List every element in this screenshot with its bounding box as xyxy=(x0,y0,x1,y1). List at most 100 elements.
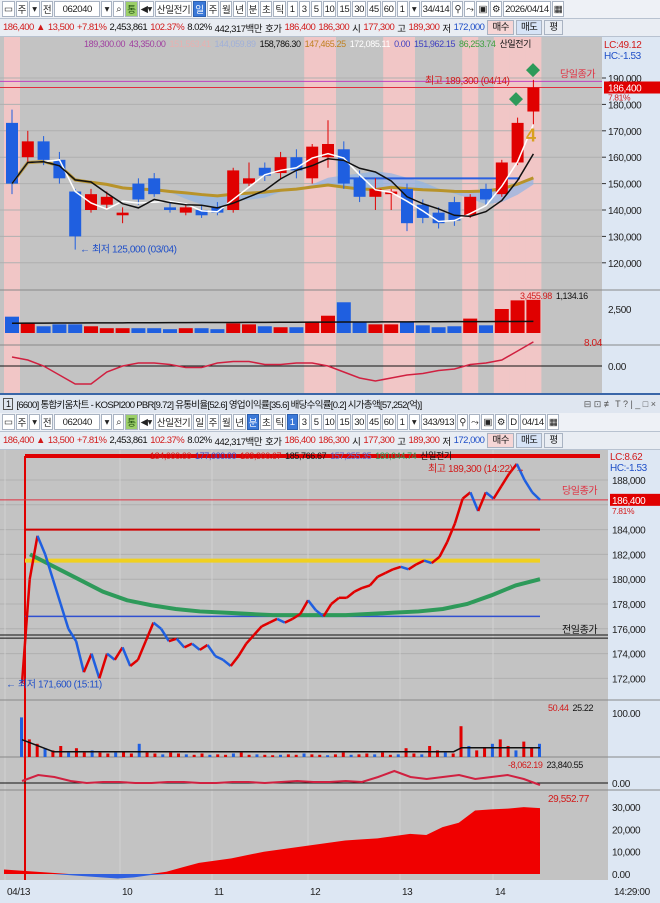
toolbar-item-1[interactable]: 전 xyxy=(40,1,54,17)
toolbar-item-13[interactable]: 3 xyxy=(298,414,310,430)
code-dropdown-icon[interactable]: ▾ xyxy=(101,414,113,430)
quote-buy[interactable]: 매수 xyxy=(487,20,514,35)
toolbar-item-8[interactable]: 년 xyxy=(233,1,246,17)
toolbar-item-18[interactable]: 45 xyxy=(367,1,381,17)
candle[interactable] xyxy=(179,204,192,216)
indicator-icon[interactable]: ⚲ xyxy=(457,414,469,430)
candle[interactable] xyxy=(227,167,240,213)
daily-chart[interactable]: 190,000 180,000 170,000 160,000 150,000 140,0… xyxy=(0,37,660,393)
candle[interactable] xyxy=(211,202,224,216)
quote-avg[interactable]: 평 xyxy=(544,433,563,448)
toolbar-item-11[interactable]: 틱 xyxy=(273,414,286,430)
toolbar-item-6[interactable]: 주 xyxy=(206,414,219,430)
code-dropdown-icon[interactable]: ▾ xyxy=(101,1,113,17)
window-icon[interactable]: ▭ xyxy=(2,414,15,430)
dropdown-icon[interactable]: ▾ xyxy=(408,1,420,17)
dropdown-icon[interactable]: ▾ xyxy=(28,1,40,17)
minute-chart[interactable]: 188,000 184,000 182,000 180,000 178,000 176,0… xyxy=(0,450,660,903)
candle[interactable] xyxy=(148,173,161,197)
toolbar-item-13[interactable]: 3 xyxy=(298,1,310,17)
toolbar-item-10[interactable]: 초 xyxy=(259,1,273,17)
calendar-icon[interactable]: ▦ xyxy=(546,414,560,430)
toolbar-item-10[interactable]: 초 xyxy=(259,414,273,430)
gear-icon[interactable]: ⚙ xyxy=(490,1,503,17)
compare-icon[interactable]: ⤳ xyxy=(464,1,476,17)
toolbar-item-6[interactable]: 주 xyxy=(206,1,219,17)
toolbar-item-0[interactable]: 주 xyxy=(15,1,28,17)
toolbar-item-3[interactable]: 통 xyxy=(125,1,138,17)
candle[interactable] xyxy=(6,109,18,195)
toolbar-item-5[interactable]: 일 xyxy=(193,414,206,430)
toolbar-item-22[interactable]: D xyxy=(508,414,520,430)
toolbar-item-19[interactable]: 60 xyxy=(381,414,396,430)
search-icon[interactable]: ⌕ xyxy=(113,414,125,430)
toolbar-item-17[interactable]: 30 xyxy=(352,1,367,17)
candle[interactable] xyxy=(37,136,50,166)
toolbar-item-14[interactable]: 5 xyxy=(310,1,322,17)
quote-avg[interactable]: 평 xyxy=(544,20,563,35)
candle[interactable] xyxy=(258,162,271,181)
toolbar-item-9[interactable]: 분 xyxy=(246,414,259,430)
toolbar-item-16[interactable]: 15 xyxy=(337,1,352,17)
dropdown-icon[interactable]: ▾ xyxy=(408,414,420,430)
calendar-icon[interactable]: ▦ xyxy=(551,1,565,17)
candle[interactable] xyxy=(100,191,113,210)
toolbar-item-18[interactable]: 45 xyxy=(367,414,381,430)
toolbar-item-19[interactable]: 60 xyxy=(381,1,396,17)
candle[interactable] xyxy=(274,151,287,179)
toolbar-item-15[interactable]: 10 xyxy=(322,414,337,430)
candle[interactable] xyxy=(132,178,145,205)
gear-icon[interactable]: ⚙ xyxy=(494,414,508,430)
toolbar-item-5[interactable]: 일 xyxy=(193,1,206,17)
toolbar-item-2[interactable]: 062040 xyxy=(54,414,101,430)
toolbar-item-0[interactable]: 주 xyxy=(15,414,28,430)
toolbar-item-3[interactable]: 통 xyxy=(125,414,138,430)
candle[interactable] xyxy=(21,130,34,163)
toolbar-item-17[interactable]: 30 xyxy=(352,414,367,430)
quote-sell[interactable]: 매도 xyxy=(515,433,543,448)
candle[interactable] xyxy=(369,178,382,210)
toolbar-item-12[interactable]: 1 xyxy=(286,414,298,430)
save-icon[interactable]: ▣ xyxy=(476,1,490,17)
search-icon[interactable]: ⌕ xyxy=(113,1,125,17)
candle[interactable] xyxy=(116,207,129,224)
toolbar-item-4[interactable]: 산일전기 xyxy=(154,1,193,17)
dropdown-icon[interactable]: ▾ xyxy=(28,414,40,430)
toolbar-item-14[interactable]: 5 xyxy=(310,414,322,430)
toolbar-item-9[interactable]: 분 xyxy=(246,1,259,17)
candle[interactable] xyxy=(527,79,540,126)
toolbar-item-16[interactable]: 15 xyxy=(337,414,352,430)
candle[interactable] xyxy=(69,188,82,250)
toolbar-item-21[interactable]: 343/913 xyxy=(420,414,457,430)
indicator-icon[interactable]: ⚲ xyxy=(452,1,464,17)
speaker-icon[interactable]: ◀▾ xyxy=(138,414,154,430)
candle[interactable] xyxy=(290,149,303,179)
toolbar-item-15[interactable]: 10 xyxy=(322,1,337,17)
candle[interactable] xyxy=(511,117,524,166)
speaker-icon[interactable]: ◀▾ xyxy=(138,1,154,17)
compare-icon[interactable]: ⤳ xyxy=(469,414,481,430)
toolbar-item-1[interactable]: 전 xyxy=(40,414,54,430)
toolbar-item-21[interactable]: 34/414 xyxy=(420,1,452,17)
toolbar-item-23[interactable]: 04/14 xyxy=(520,414,546,430)
toolbar-item-7[interactable]: 월 xyxy=(219,1,233,17)
window-icon[interactable]: ▭ xyxy=(2,1,15,17)
toolbar-item-2[interactable]: 062040 xyxy=(54,1,101,17)
candle[interactable] xyxy=(495,159,508,197)
toolbar-item-4[interactable]: 산일전기 xyxy=(154,414,193,430)
toolbar-item-7[interactable]: 월 xyxy=(219,414,233,430)
save-icon[interactable]: ▣ xyxy=(481,414,494,430)
toolbar-item-8[interactable]: 년 xyxy=(233,414,246,430)
candle[interactable] xyxy=(480,183,492,205)
toolbar-item-20[interactable]: 1 xyxy=(396,1,408,17)
candle[interactable] xyxy=(243,162,255,187)
toolbar-item-11[interactable]: 틱 xyxy=(273,1,286,17)
candle[interactable] xyxy=(164,202,176,213)
quote-sell[interactable]: 매도 xyxy=(515,20,543,35)
candle[interactable] xyxy=(432,207,445,229)
candle[interactable] xyxy=(306,144,319,184)
quote-buy[interactable]: 매수 xyxy=(487,433,514,448)
toolbar-item-20[interactable]: 1 xyxy=(396,414,408,430)
toolbar-item-22[interactable]: 2026/04/14 xyxy=(503,1,551,17)
toolbar-item-12[interactable]: 1 xyxy=(286,1,298,17)
